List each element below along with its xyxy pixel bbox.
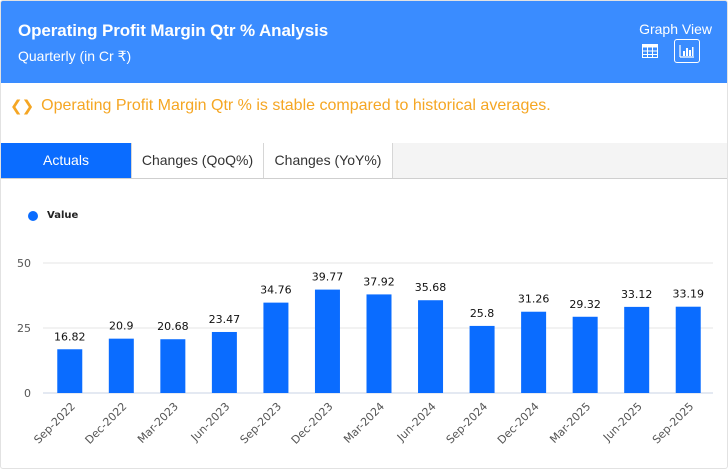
bar-Sep-2022[interactable]	[57, 349, 83, 393]
bar-Dec-2024[interactable]	[521, 311, 547, 393]
tab-changes-yoy[interactable]: Changes (YoY%)	[264, 143, 393, 178]
data-label: 20.68	[157, 320, 189, 333]
x-tick-label: Sep-2025	[650, 400, 696, 446]
data-label: 31.26	[518, 293, 550, 306]
data-label: 35.68	[415, 281, 447, 294]
bar-Jun-2024[interactable]	[418, 300, 444, 393]
data-label: 37.92	[363, 275, 395, 288]
x-tick-label: Dec-2024	[495, 400, 542, 447]
table-view-icon[interactable]	[642, 44, 658, 58]
x-tick-label: Mar-2025	[547, 400, 593, 446]
bar-chart-view-button[interactable]	[674, 39, 700, 63]
bar-Mar-2023[interactable]	[160, 339, 186, 393]
bar-Sep-2023[interactable]	[263, 302, 289, 393]
x-tick-label: Jun-2025	[600, 400, 645, 445]
insight-text: Operating Profit Margin Qtr % is stable …	[41, 97, 551, 114]
x-tick-label: Mar-2024	[341, 400, 387, 446]
bar-Mar-2025[interactable]	[572, 316, 598, 393]
header: Operating Profit Margin Qtr % Analysis Q…	[1, 1, 727, 83]
page-title: Operating Profit Margin Qtr % Analysis	[18, 21, 329, 40]
page-subtitle: Quarterly (in Cr ₹)	[18, 48, 132, 64]
bar-Mar-2024[interactable]	[366, 294, 392, 393]
chart-legend[interactable]: Value	[28, 210, 78, 221]
y-tick-label: 50	[17, 257, 31, 270]
data-label: 23.47	[209, 313, 241, 326]
bar-Dec-2022[interactable]	[108, 338, 134, 393]
x-tick-label: Sep-2024	[444, 400, 490, 446]
data-label: 33.12	[621, 288, 653, 301]
tab-changes-qoq[interactable]: Changes (QoQ%)	[132, 143, 264, 178]
x-tick-label: Dec-2023	[289, 400, 336, 447]
tab-actuals[interactable]: Actuals	[1, 143, 132, 178]
legend-label-value: Value	[47, 210, 79, 221]
bar-Jun-2023[interactable]	[211, 331, 237, 393]
y-tick-label: 25	[17, 322, 31, 335]
x-tick-label: Jun-2024	[394, 400, 439, 445]
bar-Jun-2025[interactable]	[624, 306, 650, 393]
data-label: 29.32	[569, 298, 601, 311]
x-tick-label: Sep-2023	[238, 400, 284, 446]
x-tick-label: Mar-2023	[135, 400, 181, 446]
data-label: 16.82	[54, 330, 86, 343]
data-label: 20.9	[109, 320, 134, 333]
data-label: 39.77	[312, 271, 344, 284]
view-mode-label: Graph View	[639, 21, 712, 37]
tab-bar: Actuals Changes (QoQ%) Changes (YoY%)	[1, 143, 727, 179]
x-tick-label: Jun-2023	[188, 400, 233, 445]
bar-chart: 0 25 50 16.82 20.9 20.68 23.47 34.76 39.77 37.92…	[17, 257, 713, 447]
x-tick-label: Sep-2022	[31, 400, 77, 446]
bar-Sep-2024[interactable]	[469, 325, 495, 393]
bar-Sep-2025[interactable]	[675, 306, 701, 393]
data-label: 33.19	[672, 288, 704, 301]
data-label: 25.8	[470, 307, 495, 320]
y-tick-label: 0	[24, 387, 31, 400]
legend-swatch-value	[28, 210, 38, 221]
data-label: 34.76	[260, 284, 292, 297]
x-tick-label: Dec-2022	[83, 400, 130, 447]
bar-Dec-2023[interactable]	[314, 289, 340, 393]
insight-banner: ❮❯ Operating Profit Margin Qtr % is stab…	[10, 97, 551, 115]
code-chevrons-icon: ❮❯	[10, 98, 34, 115]
bar-chart-view-icon	[679, 45, 694, 58]
